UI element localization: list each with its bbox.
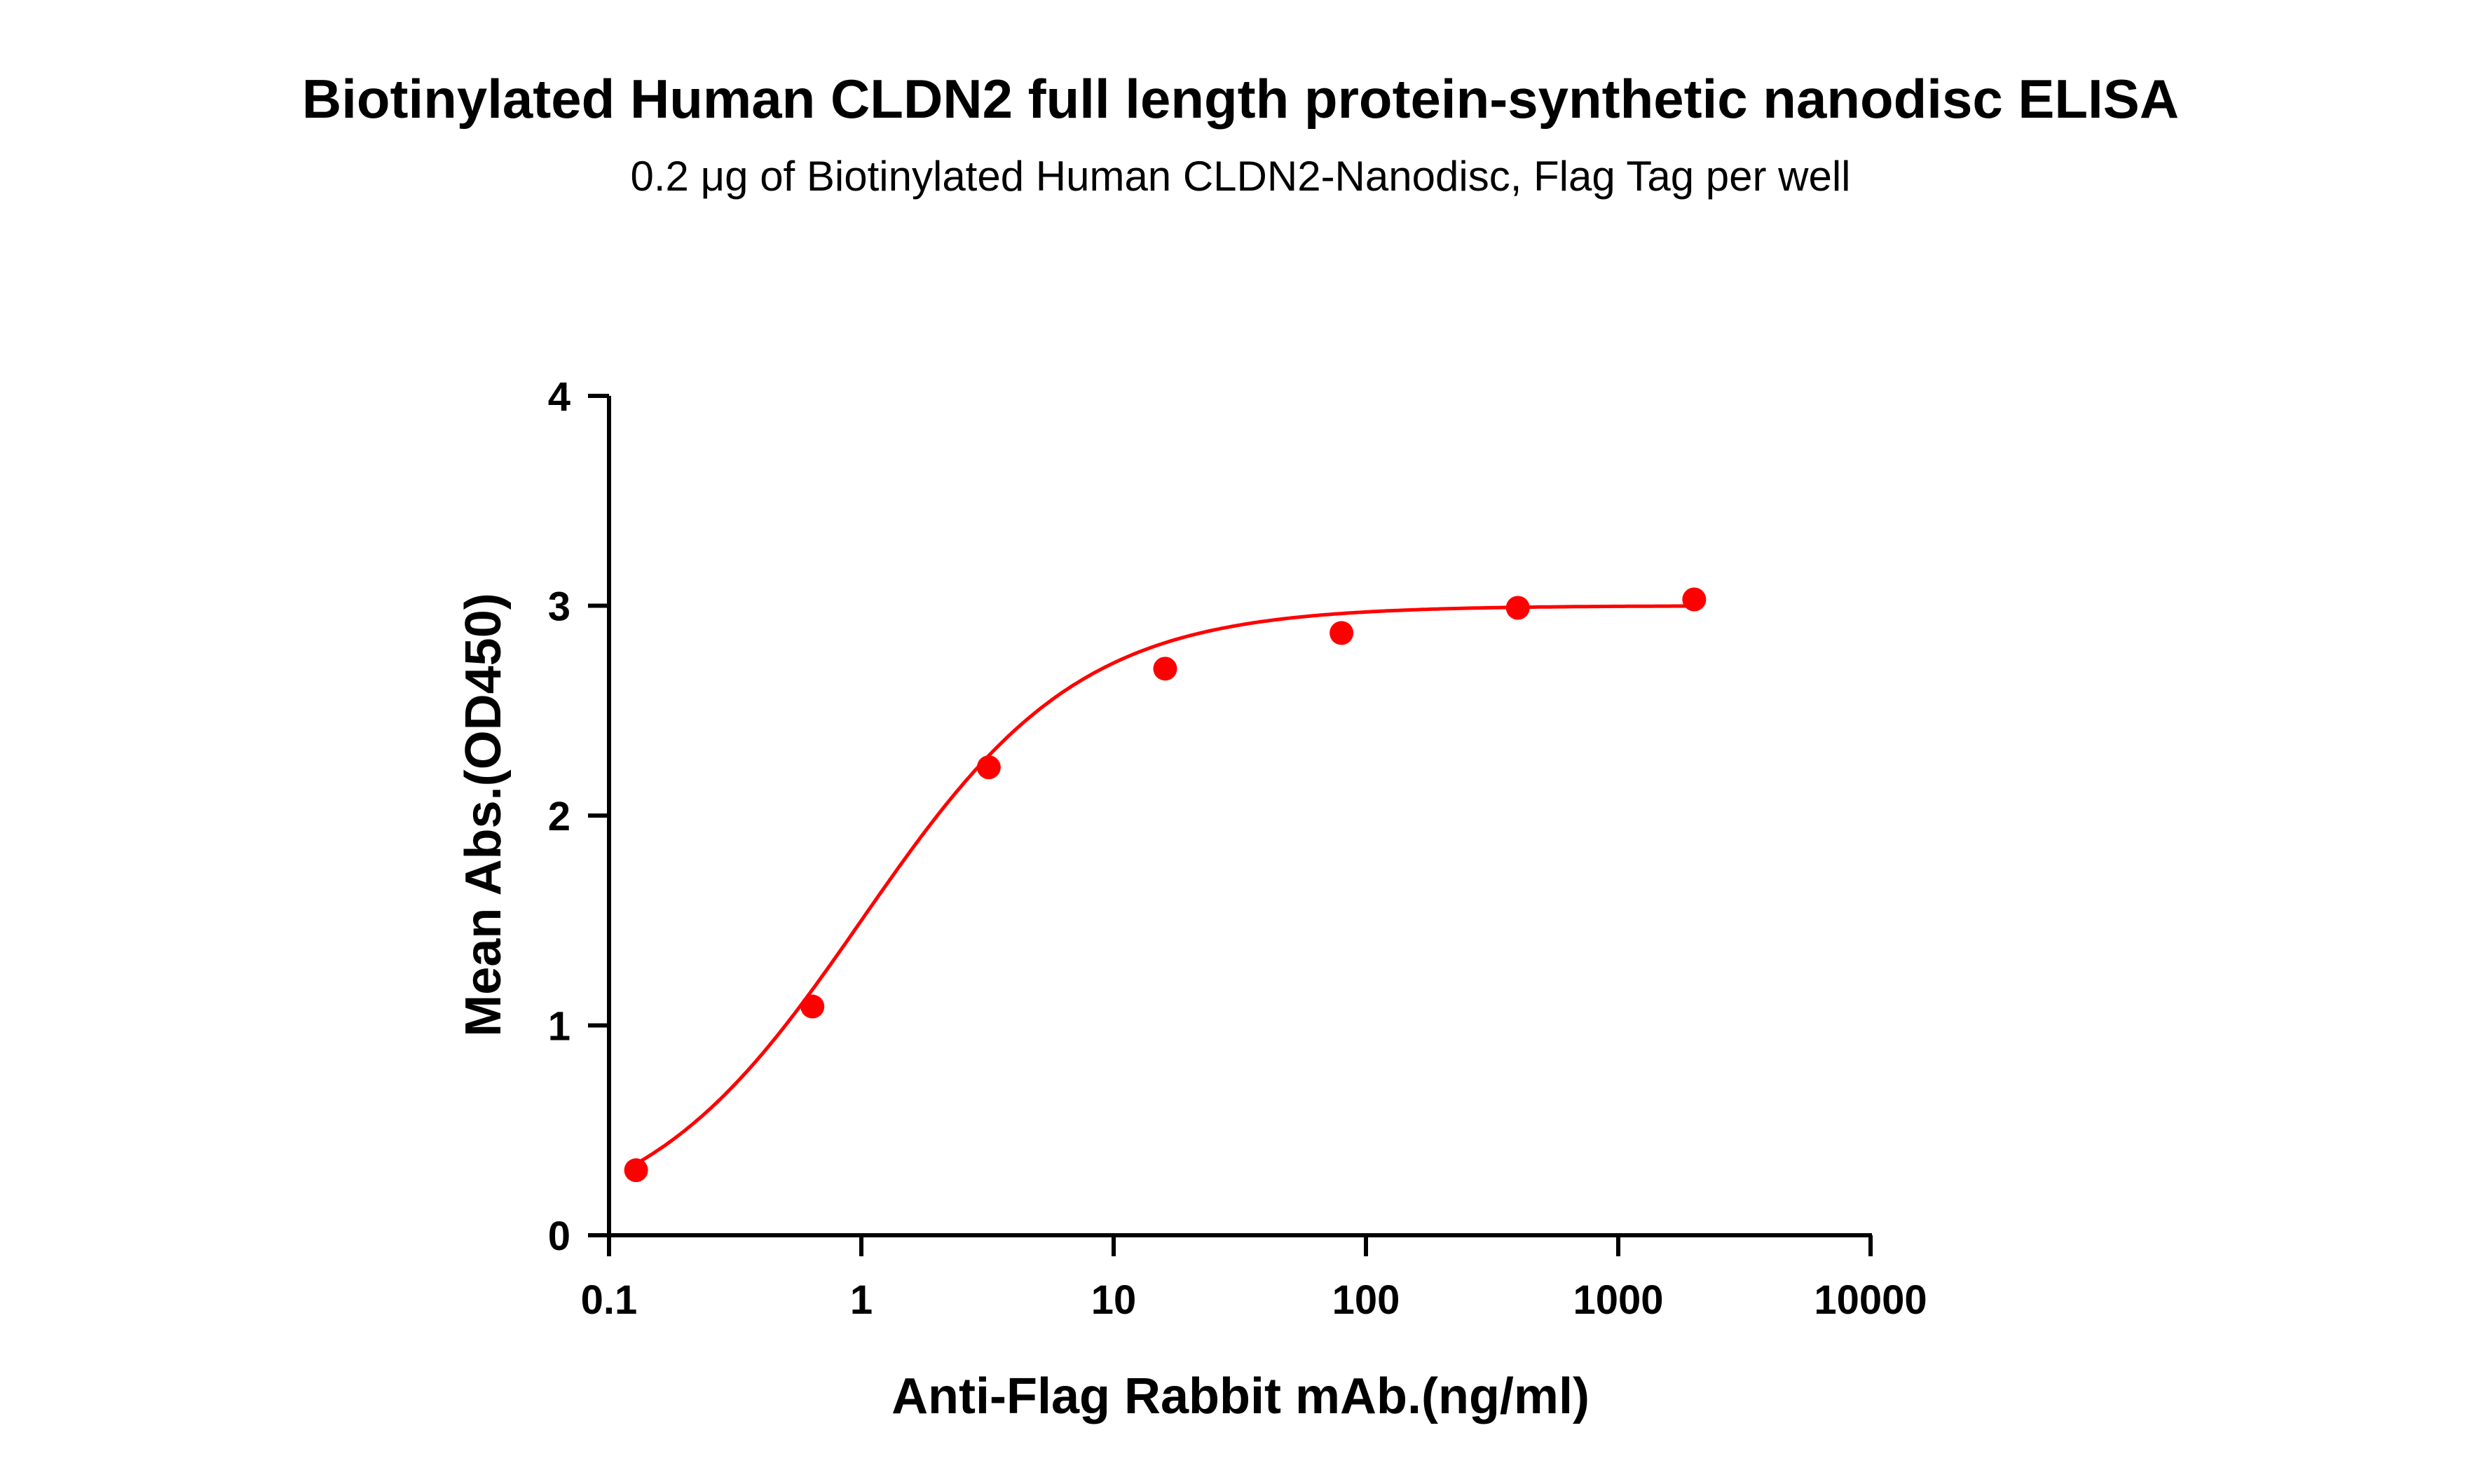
data-point	[1153, 657, 1177, 681]
x-tick-label: 10	[1091, 1277, 1137, 1323]
data-point	[976, 755, 1001, 780]
y-tick-label: 1	[548, 1004, 570, 1050]
y-tick-label: 0	[548, 1214, 570, 1259]
y-axis-label: Mean Abs.(OD450)	[456, 593, 512, 1036]
data-point	[800, 994, 825, 1019]
data-point	[624, 1158, 648, 1183]
data-point	[1330, 621, 1354, 645]
y-tick-label: 4	[548, 374, 570, 420]
x-tick-label: 1	[850, 1277, 873, 1323]
data-points	[624, 587, 1707, 1183]
y-tick-label: 2	[548, 794, 570, 839]
fit-curve-group	[635, 604, 1695, 1166]
chart-subtitle: 0.2 μg of Biotinylated Human CLDN2-Nanod…	[631, 153, 1851, 200]
x-tick-label: 0.1	[581, 1277, 638, 1323]
x-tick-label: 10000	[1814, 1277, 1927, 1323]
x-tick-label: 1000	[1573, 1277, 1663, 1323]
chart-title: Biotinylated Human CLDN2 full length pro…	[302, 68, 2179, 130]
data-point	[1505, 596, 1530, 620]
axes: 0.1 1 10 100 1000 10000 0 1 2 3 4	[548, 374, 1927, 1323]
x-tick-label: 100	[1332, 1277, 1400, 1323]
data-point	[1682, 587, 1707, 612]
y-tick-label: 3	[548, 584, 570, 630]
fit-curve	[635, 604, 1695, 1166]
x-axis-label: Anti-Flag Rabbit mAb.(ng/ml)	[891, 1368, 1590, 1424]
